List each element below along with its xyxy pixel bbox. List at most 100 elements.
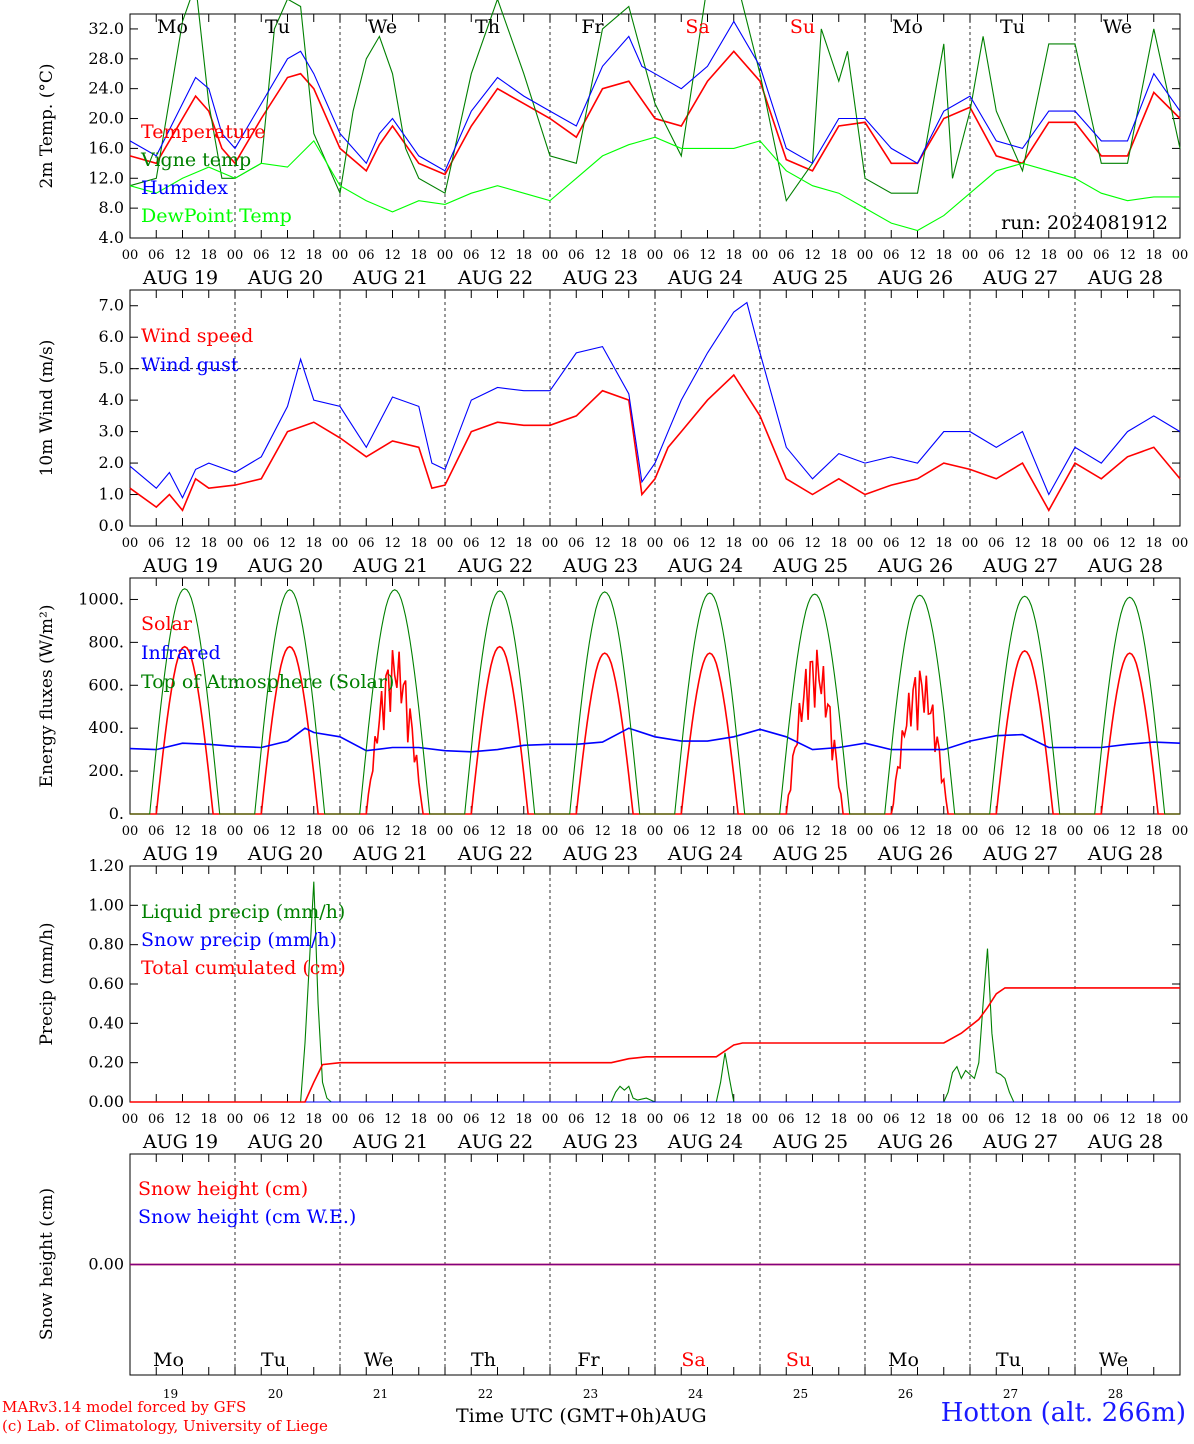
- hour-label: 06: [253, 536, 270, 551]
- hour-label: 06: [463, 1112, 480, 1127]
- hour-label: 06: [358, 1112, 375, 1127]
- hour-label: 12: [594, 536, 611, 551]
- date-label: AUG 28: [1087, 555, 1163, 577]
- hour-label: 12: [174, 248, 191, 263]
- hour-label: 00: [332, 824, 349, 839]
- day-number: 25: [793, 1387, 808, 1401]
- hour-label: 06: [463, 824, 480, 839]
- hour-label: 06: [778, 1112, 795, 1127]
- date-label: AUG 22: [457, 555, 533, 577]
- date-label: AUG 24: [667, 843, 743, 865]
- panel-5: 0.00 Snow height (cm) Snow height (cm) Snow…: [37, 1153, 1181, 1401]
- hour-label: 18: [1040, 536, 1057, 551]
- weekday-label: Fr: [581, 16, 604, 38]
- y-axis-label: Energy fluxes (W/m²): [37, 605, 57, 788]
- hour-label: 00: [752, 824, 769, 839]
- day-number: 27: [1003, 1387, 1018, 1401]
- hour-label: 18: [515, 248, 532, 263]
- series-line-infrared: [129, 727, 1181, 753]
- hour-label: 06: [883, 1112, 900, 1127]
- hour-label: 12: [1119, 824, 1136, 839]
- hour-label: 12: [279, 536, 296, 551]
- hour-label: 00: [437, 536, 454, 551]
- hour-label: 00: [1172, 248, 1189, 263]
- y-tick-label: 0.20: [88, 1053, 124, 1072]
- credit-line-model: MARv3.14 model forced by GFS: [2, 1398, 247, 1416]
- model-credits: MARv3.14 model forced by GFS (c) Lab. of…: [2, 1398, 328, 1436]
- y-tick-label: 1.0: [99, 485, 124, 504]
- y-tick-label: 200.: [88, 761, 124, 780]
- hour-label: 12: [279, 824, 296, 839]
- day-number: 22: [478, 1387, 493, 1401]
- y-tick-label: 20.0: [88, 109, 124, 128]
- legend-entry: Temperature: [141, 121, 265, 143]
- y-tick-label: 2.0: [99, 453, 124, 472]
- hour-label: 12: [804, 824, 821, 839]
- day-number: 26: [898, 1387, 913, 1401]
- hour-label: 18: [200, 248, 217, 263]
- legend-entry: Infrared: [141, 642, 221, 664]
- hour-label: 00: [1172, 824, 1189, 839]
- hour-label: 00: [227, 1112, 244, 1127]
- hour-label: 12: [909, 248, 926, 263]
- date-label: AUG 24: [667, 555, 743, 577]
- hour-label: 00: [857, 248, 874, 263]
- date-label: AUG 23: [562, 1131, 638, 1153]
- hour-label: 12: [804, 248, 821, 263]
- hour-label: 00: [1067, 824, 1084, 839]
- y-tick-label: 6.0: [99, 327, 124, 346]
- hour-label: 06: [673, 1112, 690, 1127]
- weekday-label: We: [364, 1349, 393, 1371]
- y-tick-label: 1.00: [88, 895, 124, 914]
- hour-label: 18: [725, 536, 742, 551]
- hour-label: 00: [542, 536, 559, 551]
- hour-label: 00: [437, 248, 454, 263]
- series-line-humidex: [129, 20, 1181, 172]
- hour-label: 00: [332, 248, 349, 263]
- panel-3: 0. 200. 400. 600. 800. 1000. Energy fluxes (W/…: [37, 577, 1189, 865]
- hour-label: 06: [988, 536, 1005, 551]
- hour-label: 06: [148, 536, 165, 551]
- hour-label: 18: [725, 824, 742, 839]
- hour-label: 12: [489, 536, 506, 551]
- hour-label: 00: [332, 536, 349, 551]
- date-label: AUG 26: [877, 843, 953, 865]
- legend-entry: Snow height (cm): [138, 1178, 308, 1200]
- hour-label: 00: [542, 248, 559, 263]
- hour-label: 06: [568, 248, 585, 263]
- date-label: AUG 25: [772, 1131, 848, 1153]
- hour-label: 00: [1172, 1112, 1189, 1127]
- hour-label: 00: [122, 248, 139, 263]
- weekday-label: Mo: [153, 1349, 184, 1371]
- hour-label: 12: [1119, 1112, 1136, 1127]
- hour-label: 18: [305, 824, 322, 839]
- date-label: AUG 26: [877, 1131, 953, 1153]
- hour-label: 12: [384, 1112, 401, 1127]
- hour-label: 00: [437, 1112, 454, 1127]
- legend-entry: Humidex: [141, 177, 228, 199]
- hour-label: 00: [542, 824, 559, 839]
- hour-label: 18: [620, 1112, 637, 1127]
- hour-label: 06: [358, 536, 375, 551]
- hour-label: 12: [594, 1112, 611, 1127]
- hour-label: 12: [489, 1112, 506, 1127]
- weekday-label: Mo: [888, 1349, 919, 1371]
- date-label: AUG 21: [352, 267, 428, 289]
- hour-label: 12: [699, 1112, 716, 1127]
- legend-entry: Wind gust: [141, 354, 239, 376]
- weekday-label: We: [1103, 16, 1132, 38]
- hour-label: 00: [752, 1112, 769, 1127]
- hour-label: 06: [673, 824, 690, 839]
- x-axis-label: Time UTC (GMT+0h): [456, 1405, 662, 1427]
- legend-entry: Snow height (cm W.E.): [138, 1206, 356, 1228]
- y-tick-label: 5.0: [99, 359, 124, 378]
- hour-label: 00: [647, 248, 664, 263]
- weekday-label: Su: [790, 16, 815, 38]
- hour-label: 12: [489, 824, 506, 839]
- hour-label: 18: [410, 1112, 427, 1127]
- y-axis-label: 2m Temp. (°C): [37, 63, 57, 188]
- date-label: AUG 27: [982, 267, 1058, 289]
- hour-label: 18: [410, 248, 427, 263]
- hour-label: 12: [489, 248, 506, 263]
- hour-label: 18: [830, 248, 847, 263]
